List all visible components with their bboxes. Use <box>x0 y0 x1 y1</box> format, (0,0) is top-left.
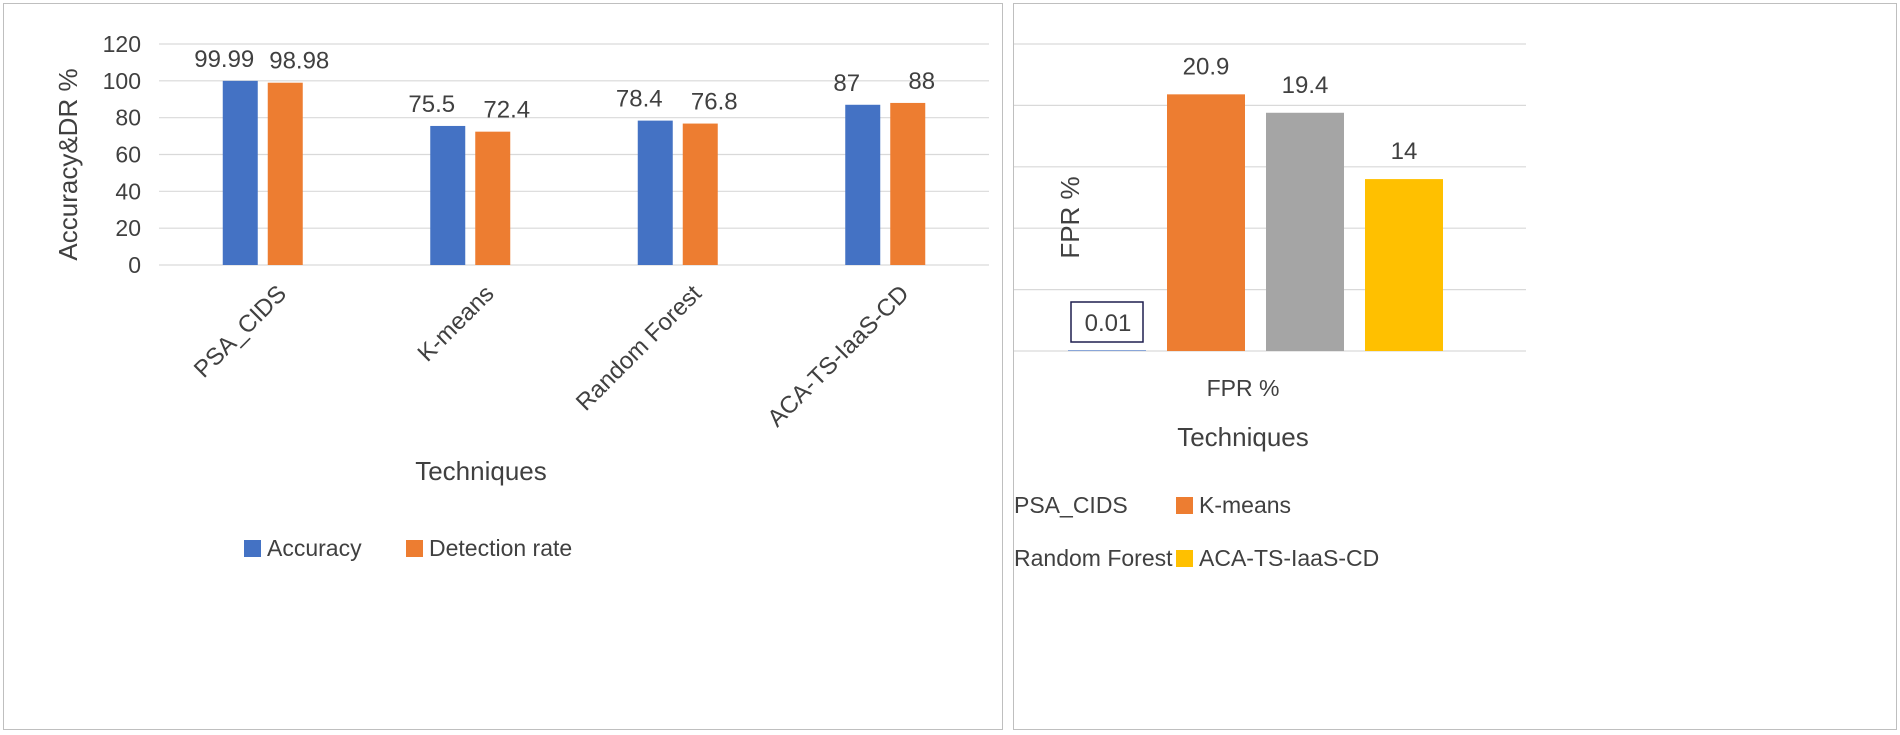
legend-label: K-means <box>1199 492 1291 518</box>
y-tick-label: 20 <box>115 215 141 241</box>
data-label: 72.4 <box>483 97 530 124</box>
x-tick-label: Random Forest <box>571 280 707 416</box>
chart-panel-accuracy-dr: 0 20 40 60 80 100 120 Accuracy&DR % 99.99 98.98 PS… <box>3 3 1003 730</box>
data-label: 78.4 <box>616 86 663 113</box>
bar-accuracy <box>845 104 881 266</box>
legend-label: PSA_CIDS <box>1014 492 1128 518</box>
bar-detection-rate <box>475 131 511 265</box>
y-tick-label: 0 <box>128 252 141 278</box>
data-label: 99.99 <box>194 46 254 73</box>
legend-label: Random Forest <box>1014 545 1173 571</box>
y-tick-label: 60 <box>115 142 141 168</box>
data-label: 87 <box>833 70 860 97</box>
bar-detection-rate <box>682 123 718 265</box>
data-label: 88 <box>908 68 935 95</box>
x-tick-label: K-means <box>412 280 499 367</box>
y-axis-title: FPR % <box>1055 176 1085 258</box>
y-tick-label: 100 <box>103 68 141 94</box>
y-tick-label: 80 <box>115 105 141 131</box>
data-label: 20.9 <box>1183 53 1230 80</box>
legend-swatch <box>406 540 423 557</box>
x-axis-title: Techniques <box>415 456 547 486</box>
y-tick-label: 40 <box>115 178 141 204</box>
bar-random-forest <box>1266 112 1344 351</box>
x-tick-label: FPR % <box>1207 375 1280 401</box>
bar-accuracy <box>222 80 258 266</box>
bar-detection-rate <box>267 82 303 266</box>
data-label: 75.5 <box>408 91 455 118</box>
legend-swatch <box>1176 550 1193 567</box>
bar-detection-rate <box>890 102 926 265</box>
y-axis-title: Accuracy&DR % <box>53 68 83 260</box>
chart-accuracy-dr: 0 20 40 60 80 100 120 Accuracy&DR % 99.99 98.98 PS… <box>53 31 989 561</box>
bar-accuracy <box>430 125 466 266</box>
data-label: 0.01 <box>1085 310 1132 337</box>
legend-label: Detection rate <box>429 535 572 561</box>
bar-aca-ts-iaas-cd <box>1365 179 1443 351</box>
bar-psa-cids <box>1068 350 1146 351</box>
legend-swatch <box>244 540 261 557</box>
y-tick-label: 120 <box>103 31 141 57</box>
data-label: 76.8 <box>691 89 738 116</box>
bar-k-means <box>1167 94 1245 352</box>
x-axis-title: Techniques <box>1177 422 1309 452</box>
x-tick-label: ACA-TS-IaaS-CD <box>762 280 914 432</box>
data-label-box <box>1070 301 1144 343</box>
legend-label: Accuracy <box>267 535 362 561</box>
legend-swatch <box>1176 497 1193 514</box>
bar-accuracy <box>637 120 673 265</box>
data-label: 98.98 <box>269 48 329 75</box>
x-tick-label: PSA_CIDS <box>189 280 292 383</box>
legend-label: ACA-TS-IaaS-CD <box>1199 545 1379 571</box>
data-label: 19.4 <box>1282 72 1329 99</box>
data-label: 14 <box>1391 138 1418 165</box>
